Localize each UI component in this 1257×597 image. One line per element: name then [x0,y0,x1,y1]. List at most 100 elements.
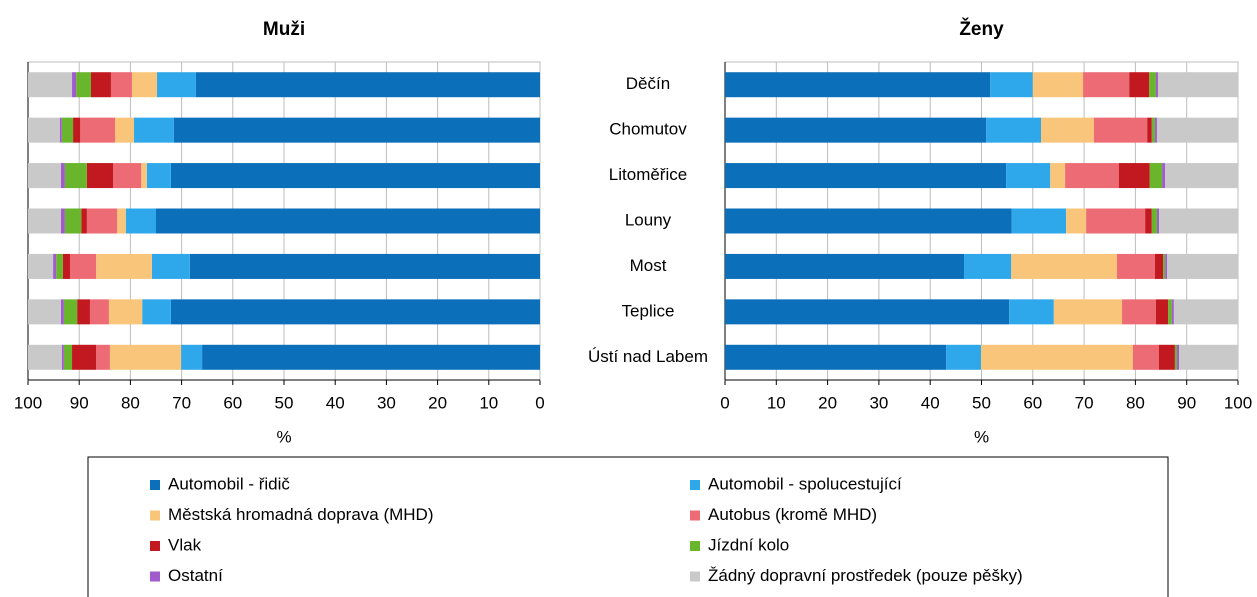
bar-segment [76,72,91,98]
bar-segment [725,117,987,143]
bar-segment [69,253,97,279]
bar-segment [189,253,541,279]
x-tick-label: 90 [1177,393,1196,412]
bar-segment [1163,253,1166,279]
x-axis-label: % [974,427,989,446]
bar-segment [64,163,87,189]
bar-segment [81,208,87,234]
bar-segment [1129,72,1150,98]
x-tick-label: 80 [1126,393,1145,412]
bar-segment [1151,117,1155,143]
legend-label: Autobus (kromě MHD) [708,505,877,524]
legend-swatch [150,480,160,490]
bar-segment [60,299,64,325]
x-tick-label: 30 [377,393,396,412]
x-tick-label: 40 [326,393,345,412]
bar-segment [72,344,97,370]
bar-segment [946,344,981,370]
x-tick-label: 80 [121,393,140,412]
bar-segment [1174,344,1177,370]
bar-segment [1158,344,1175,370]
bar-segment [1065,163,1119,189]
bar-segment [64,208,82,234]
bar-segment [1066,208,1087,234]
bar-segment [1149,163,1163,189]
x-tick-label: 100 [14,393,42,412]
bar-segment [156,208,540,234]
bar-segment [1162,163,1166,189]
bar-segment [1032,72,1084,98]
bar-segment [202,344,540,370]
bar-segment [108,299,143,325]
bar-segment [1145,208,1152,234]
x-axis-label: % [276,427,291,446]
bar-segment [1086,208,1146,234]
bar-segment [1168,299,1172,325]
x-tick-label: 60 [223,393,242,412]
bar-segment [63,299,78,325]
category-label: Ústí nad Labem [588,347,708,366]
bar-segment [1155,299,1169,325]
x-tick-label: 70 [172,393,191,412]
bar-segment [1171,299,1174,325]
bar-segment [1165,163,1238,189]
bar-segment [96,253,152,279]
bar-segment [1176,344,1180,370]
bar-segment [725,208,1012,234]
bar-segment [131,72,158,98]
bar-segment [1009,299,1054,325]
bar-segment [61,117,74,143]
legend-label: Automobil - spolucestující [708,474,902,493]
bar-segment [151,253,190,279]
bar-segment [1147,117,1152,143]
bar-segment [1083,72,1130,98]
x-tick-label: 30 [869,393,888,412]
bar-segment [1093,117,1148,143]
legend-box [87,456,1169,597]
bar-segment [59,117,62,143]
bar-segment [980,344,1133,370]
category-label: Litoměřice [609,165,687,184]
bar-segment [125,208,156,234]
bar-segment [141,163,147,189]
bar-segment [1165,253,1168,279]
legend-swatch [690,510,700,521]
legend-swatch [150,541,160,551]
bar-segment [1041,117,1094,143]
bar-segment [725,72,991,98]
bar-segment [28,299,61,325]
bar-segment [1154,253,1164,279]
bar-segment [1167,253,1238,279]
bar-segment [142,299,171,325]
legend-label: Jízdní kolo [708,535,789,554]
category-label: Děčín [626,74,670,93]
x-tick-label: 20 [428,393,447,412]
bar-segment [1149,72,1156,98]
bar-segment [115,117,134,143]
bar-segment [986,117,1042,143]
legend-swatch [690,541,700,551]
bar-segment [1173,299,1238,325]
bar-segment [990,72,1033,98]
bar-segment [28,163,61,189]
bar-segment [72,72,77,98]
bar-segment [80,117,116,143]
legend-label: Ostatní [168,566,223,585]
legend-label: Vlak [168,535,202,554]
x-tick-label: 20 [818,393,837,412]
bar-segment [1151,208,1157,234]
bar-segment [1156,117,1238,143]
legend-label: Městská hromadná doprava (MHD) [168,505,433,524]
bar-segment [62,253,70,279]
bar-segment [170,299,540,325]
x-tick-label: 0 [720,393,729,412]
bar-segment [964,253,1012,279]
bar-segment [1155,72,1158,98]
legend-swatch [690,571,700,582]
chart-title: Muži [263,19,305,40]
bar-segment [112,163,142,189]
bar-segment [725,344,947,370]
legend-label: Žádný dopravní prostředek (pouze pěšky) [708,566,1023,585]
bar-segment [73,117,81,143]
